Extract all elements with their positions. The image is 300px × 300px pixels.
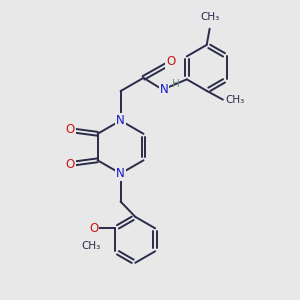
Text: O: O [89,222,98,235]
Text: N: N [160,83,169,96]
Text: O: O [66,123,75,136]
Text: N: N [116,167,125,180]
Text: O: O [166,55,175,68]
Text: CH₃: CH₃ [81,241,100,251]
Text: CH₃: CH₃ [225,95,244,105]
Text: O: O [66,158,75,171]
Text: CH₃: CH₃ [200,12,219,22]
Text: N: N [116,114,125,127]
Text: H: H [172,79,180,89]
